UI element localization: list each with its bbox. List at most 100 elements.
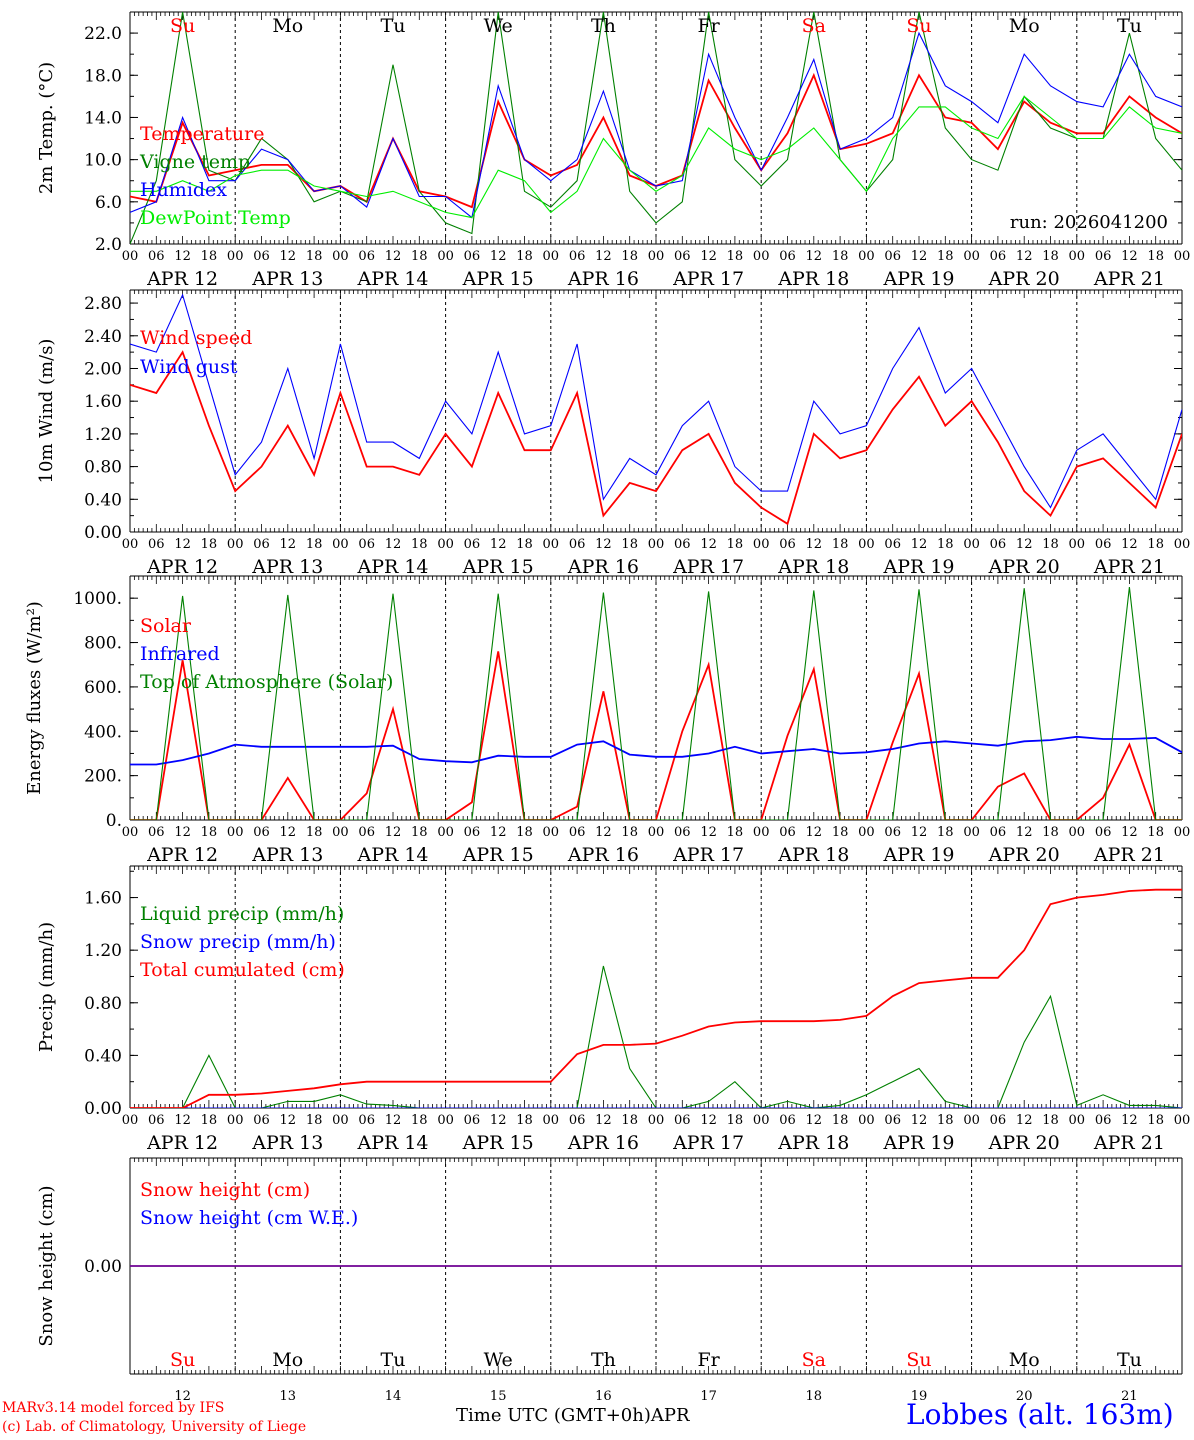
temp-date-label: APR 17 [672, 268, 744, 290]
energy-date-label: APR 21 [1093, 844, 1165, 866]
precip-series-liquid-precip-mm-h- [130, 965, 1182, 1108]
snow-dow-label: Fr [697, 1349, 720, 1371]
energy-hour-label: 00 [122, 825, 139, 840]
precip-hour-label: 06 [674, 1113, 691, 1128]
precip-date-label: APR 19 [882, 1132, 954, 1154]
precip-hour-label: 18 [937, 1113, 954, 1128]
precip-series-total-cumulated-cm- [130, 888, 1182, 1108]
temp-run-annotation: run: 2026041200 [1010, 212, 1168, 233]
bottom-day-number: 15 [490, 1389, 507, 1404]
wind-ylabel: 10m Wind (m/s) [36, 339, 57, 484]
temp-ytick-label: 22.0 [84, 24, 122, 44]
precip-ytick-label: 0.00 [84, 1099, 122, 1119]
temp-hour-label: 00 [858, 249, 875, 264]
energy-hour-label: 06 [674, 825, 691, 840]
precip-hour-label: 06 [884, 1113, 901, 1128]
wind-hour-label: 12 [806, 537, 823, 552]
energy-hour-label: 18 [306, 825, 323, 840]
temp-hour-label: 12 [1016, 249, 1033, 264]
energy-hour-label: 12 [806, 825, 823, 840]
precip-legend-2: Total cumulated (cm) [140, 959, 345, 981]
temp-dow-label: Tu [1117, 15, 1142, 37]
wind-hour-label: 06 [569, 537, 586, 552]
energy-date-label: APR 16 [567, 844, 639, 866]
snow-dow-label: Su [170, 1349, 195, 1371]
energy-hour-label: 18 [832, 825, 849, 840]
temp-hour-label: 06 [253, 249, 270, 264]
temp-dow-label: Sa [802, 15, 826, 37]
energy-hour-label: 06 [253, 825, 270, 840]
energy-date-label: APR 17 [672, 844, 744, 866]
energy-hour-label: 00 [332, 825, 349, 840]
energy-date-label: APR 19 [882, 844, 954, 866]
temp-hour-label: 06 [148, 249, 165, 264]
wind-hour-label: 00 [858, 537, 875, 552]
temp-dow-label: Su [906, 15, 931, 37]
wind-series-wind-speed [130, 350, 1182, 526]
precip-hour-label: 00 [332, 1113, 349, 1128]
precip-hour-label: 06 [1095, 1113, 1112, 1128]
snow-dow-label: Sa [802, 1349, 826, 1371]
precip-date-label: APR 18 [777, 1132, 849, 1154]
wind-ytick-label: 2.40 [84, 327, 122, 347]
precip-hour-label: 12 [385, 1113, 402, 1128]
temp-hour-label: 18 [1042, 249, 1059, 264]
energy-hour-label: 18 [201, 825, 218, 840]
energy-hour-label: 00 [227, 825, 244, 840]
temp-ytick-label: 6.0 [95, 193, 122, 213]
temp-hour-label: 12 [700, 249, 717, 264]
energy-hour-label: 18 [1147, 825, 1164, 840]
temp-hour-label: 00 [543, 249, 560, 264]
wind-hour-label: 18 [937, 537, 954, 552]
wind-hour-label: 12 [280, 537, 297, 552]
wind-hour-label: 00 [332, 537, 349, 552]
temp-hour-label: 18 [937, 249, 954, 264]
wind-hour-label: 12 [595, 537, 612, 552]
energy-ytick-label: 600. [84, 678, 122, 698]
precip-date-label: APR 14 [356, 1132, 428, 1154]
precip-hour-label: 18 [201, 1113, 218, 1128]
precip-hour-label: 12 [490, 1113, 507, 1128]
energy-hour-label: 18 [1042, 825, 1059, 840]
precip-hour-label: 00 [1069, 1113, 1086, 1128]
temp-hour-label: 06 [464, 249, 481, 264]
precip-hour-label: 18 [1147, 1113, 1164, 1128]
wind-date-label: APR 21 [1093, 556, 1165, 578]
bottom-day-number: 19 [911, 1389, 928, 1404]
temp-hour-label: 12 [174, 249, 191, 264]
energy-hour-label: 18 [516, 825, 533, 840]
precip-ytick-label: 1.20 [84, 941, 122, 961]
wind-date-label: APR 20 [988, 556, 1060, 578]
wind-hour-label: 00 [543, 537, 560, 552]
energy-legend-0: Solar [140, 615, 192, 637]
wind-date-label: APR 19 [882, 556, 954, 578]
energy-hour-label: 12 [385, 825, 402, 840]
precip-hour-label: 18 [832, 1113, 849, 1128]
credit-line-1: MARv3.14 model forced by IFS [2, 1400, 225, 1416]
precip-hour-label: 00 [858, 1113, 875, 1128]
energy-legend-2: Top of Atmosphere (Solar) [140, 671, 393, 693]
precip-hour-label: 00 [227, 1113, 244, 1128]
snow-dow-label: Th [591, 1349, 616, 1371]
energy-hour-label: 00 [437, 825, 454, 840]
energy-hour-label: 00 [543, 825, 560, 840]
precip-date-label: APR 21 [1093, 1132, 1165, 1154]
energy-legend-1: Infrared [140, 643, 220, 665]
time-axis-label: Time UTC (GMT+0h)APR [456, 1405, 690, 1426]
temp-hour-label: 18 [727, 249, 744, 264]
precip-hour-label: 18 [306, 1113, 323, 1128]
temp-ytick-label: 2.0 [95, 235, 122, 255]
snow-ylabel: Snow height (cm) [36, 1185, 57, 1346]
wind-hour-label: 18 [306, 537, 323, 552]
precip-hour-label: 12 [174, 1113, 191, 1128]
temp-hour-label: 00 [753, 249, 770, 264]
energy-hour-label: 06 [148, 825, 165, 840]
energy-ytick-label: 800. [84, 634, 122, 654]
temp-date-label: APR 18 [777, 268, 849, 290]
bottom-day-number: 20 [1016, 1389, 1033, 1404]
precip-hour-label: 06 [990, 1113, 1007, 1128]
precip-hour-label: 06 [464, 1113, 481, 1128]
wind-hour-label: 18 [516, 537, 533, 552]
temp-dow-label: Tu [381, 15, 406, 37]
wind-hour-label: 06 [464, 537, 481, 552]
